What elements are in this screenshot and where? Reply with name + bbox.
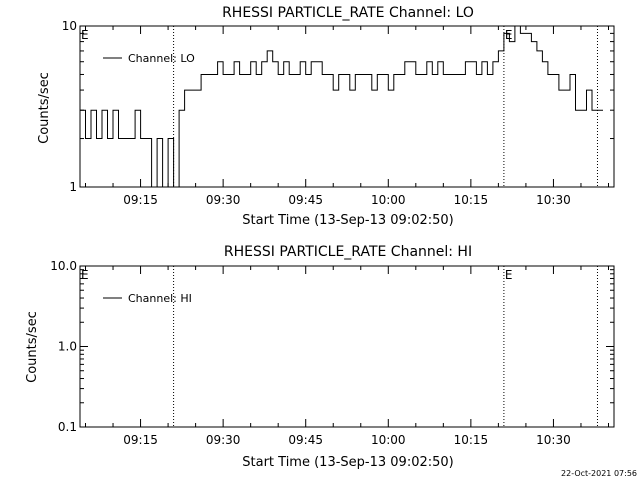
lo-y-tick-label: 1 [69, 180, 77, 194]
hi-x-tick-label: 10:30 [536, 433, 571, 447]
hi-channel-panel: RHESSI PARTICLE_RATE Channel: HI Counts/… [25, 244, 615, 470]
hi-y-tick-label: 0.1 [58, 420, 77, 434]
lo-x-tick-label: 09:45 [288, 193, 323, 207]
hi-plot-frame [79, 265, 615, 428]
lo-series-line [80, 25, 603, 188]
lo-legend-label: Channel: LO [128, 52, 195, 65]
lo-event-label: E [81, 28, 89, 42]
generation-timestamp: 22-Oct-2021 07:56 [561, 469, 637, 478]
lo-chart-title: RHESSI PARTICLE_RATE Channel: LO [222, 5, 474, 21]
hi-event-label: E [81, 268, 89, 282]
lo-series-group [80, 25, 603, 188]
lo-event-label: E [505, 28, 513, 42]
lo-x-tick-label: 09:30 [206, 193, 241, 207]
lo-channel-panel: RHESSI PARTICLE_RATE Channel: LO Counts/… [37, 5, 615, 228]
lo-y-tick-label: 10 [62, 19, 77, 33]
hi-event-label: E [505, 268, 513, 282]
hi-legend-label: Channel: HI [128, 292, 192, 305]
lo-x-tick-label: 10:30 [536, 193, 571, 207]
hi-x-tick-label: 10:15 [454, 433, 489, 447]
lo-x-axis-label: Start Time (13-Sep-13 09:02:50) [242, 213, 453, 228]
lo-legend: Channel: LO [103, 52, 195, 65]
lo-x-tick-label: 10:00 [371, 193, 406, 207]
hi-y-tick-label: 10.0 [50, 259, 77, 273]
hi-x-axis-label: Start Time (13-Sep-13 09:02:50) [242, 455, 453, 470]
hi-y-tick-label: 1.0 [58, 340, 77, 354]
lo-axis-ticks: 09:15 09:30 09:45 10:00 10:15 10:30 1 10 [62, 19, 614, 207]
hi-x-tick-label: 09:15 [123, 433, 158, 447]
hi-legend: Channel: HI [103, 292, 192, 305]
hi-axis-ticks: 09:15 09:30 09:45 10:00 10:15 10:30 0.1 1.0 10.0 [50, 259, 614, 447]
hi-x-tick-label: 10:00 [371, 433, 406, 447]
hi-x-tick-label: 09:45 [288, 433, 323, 447]
hi-x-tick-label: 09:30 [206, 433, 241, 447]
hi-y-axis-label: Counts/sec [25, 311, 40, 383]
hi-chart-title: RHESSI PARTICLE_RATE Channel: HI [224, 244, 472, 260]
lo-plot-frame [79, 25, 615, 188]
lo-x-tick-label: 09:15 [123, 193, 158, 207]
lo-y-axis-label: Counts/sec [37, 72, 52, 144]
lo-x-tick-label: 10:15 [454, 193, 489, 207]
